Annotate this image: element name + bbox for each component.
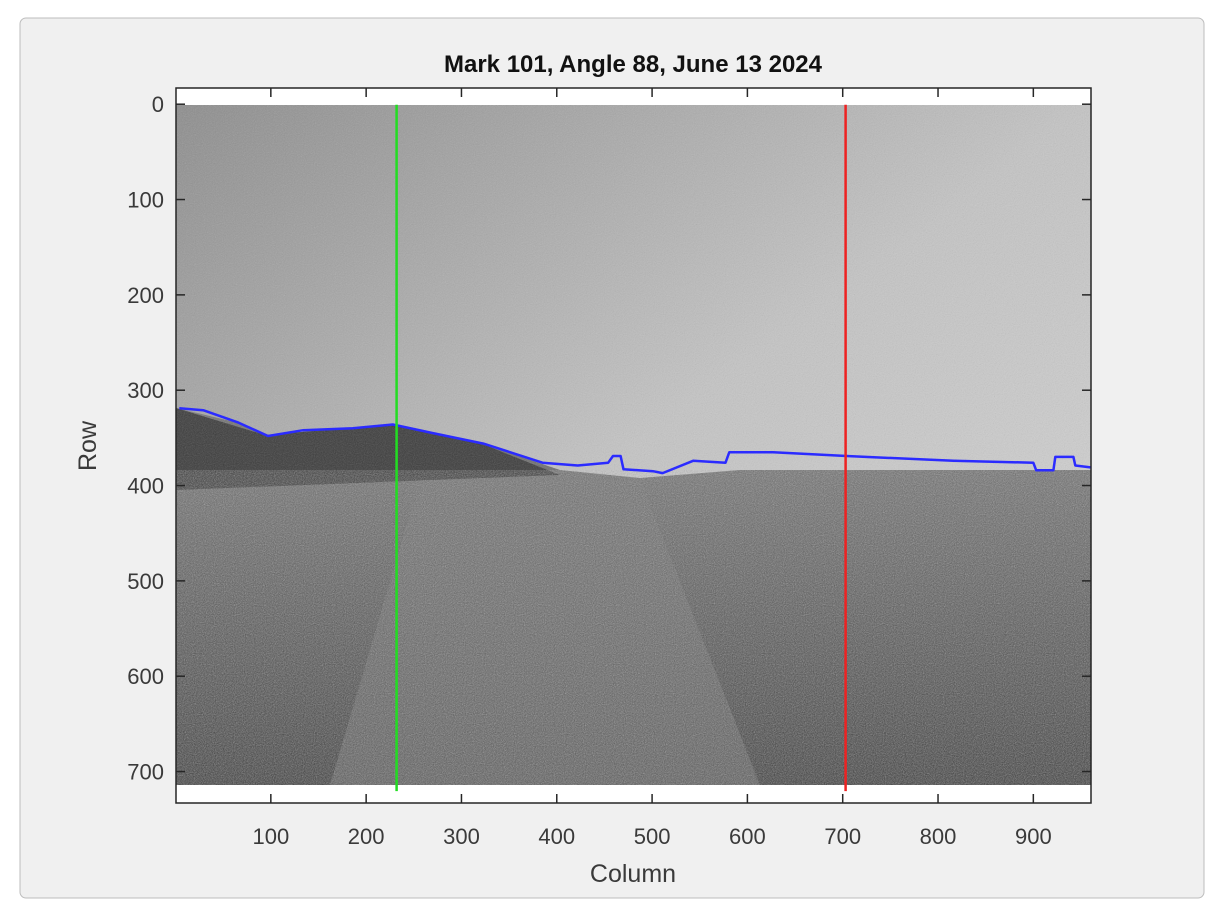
y-axis-label: Row (74, 420, 102, 471)
x-tick-label: 700 (824, 824, 861, 849)
axes-box (175, 87, 1092, 804)
x-tick-label: 200 (348, 824, 385, 849)
x-tick-label: 100 (252, 824, 289, 849)
photo (176, 105, 1091, 785)
y-tick-label: 500 (127, 569, 164, 594)
x-tick-label: 300 (443, 824, 480, 849)
x-tick-label: 500 (634, 824, 671, 849)
chart-title: Mark 101, Angle 88, June 13 2024 (444, 51, 823, 78)
plot-area (179, 104, 1091, 792)
x-axis-label: Column (590, 860, 676, 888)
x-tick-label: 800 (920, 824, 957, 849)
x-tick-label: 400 (538, 824, 575, 849)
photo-gravel (176, 470, 1091, 785)
y-tick-label: 100 (127, 188, 164, 213)
y-tick-label: 700 (127, 760, 164, 785)
series-line (179, 407, 1091, 475)
y-tick-label: 400 (127, 474, 164, 499)
y-tick-label: 200 (127, 283, 164, 308)
y-tick-label: 300 (127, 378, 164, 403)
y-tick-label: 600 (127, 664, 164, 689)
x-tick-label: 600 (729, 824, 766, 849)
x-tick-label: 900 (1015, 824, 1052, 849)
y-tick-label: 0 (152, 92, 164, 117)
